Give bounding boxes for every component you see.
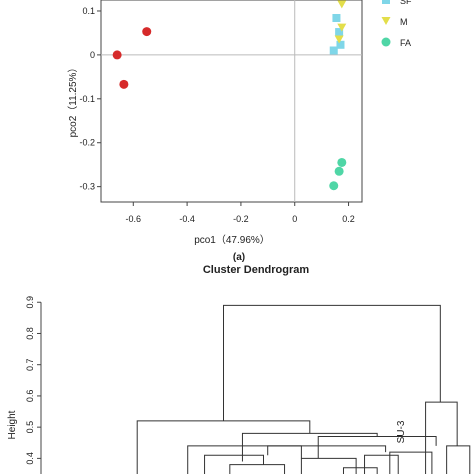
dendrogram-branch-root [223,304,441,421]
scatter-point-series-1 [329,46,338,55]
dendrogram-y-axis: 0.4 0.5 0.6 0.7 0.8 0.9 [25,296,42,474]
dendrogram-branch-a [136,420,311,474]
dendrogram-branch-c [317,436,437,459]
dendrogram-branch-m [446,445,471,474]
legend-marker-sf [382,0,390,4]
x-tick-label: -0.4 [179,214,195,224]
y-tick-label: -0.2 [79,138,95,148]
y-tick-label: -0.1 [79,94,95,104]
scatter-point-series-0 [119,79,129,89]
pcoa-points [112,0,347,191]
dendrogram-panel: Cluster Dendrogram 0.4 0.5 0.6 0.7 0.8 0.9 He… [7,264,471,474]
dendrogram-branch-h [300,457,357,474]
legend-marker-m [381,17,391,25]
pcoa-plot-frame [100,0,363,203]
dendrogram-branch-e [267,445,387,456]
dendrogram-branch-g [229,464,286,474]
dendrogram-y-tick-label: 0.7 [25,358,35,371]
pcoa-panel: -0.6 -0.4 -0.2 0 0.2 -0.3 -0.2 -0.1 0 0.1 pco1（4… [67,0,412,263]
pcoa-y-axis-label: pco2（11.25%） [67,63,79,138]
legend-label-fa: FA [400,38,411,48]
dendrogram-branch-b [241,432,378,462]
dendrogram-y-tick-label: 0.9 [25,296,35,309]
y-tick-label: 0 [90,50,95,60]
scatter-point-series-1 [335,28,344,37]
scatter-point-series-1 [336,40,345,49]
dendrogram-branch-k [389,451,433,474]
legend-label-sf: SF [400,0,412,6]
x-tick-label: -0.6 [126,214,142,224]
scatter-point-series-2 [337,23,347,32]
dendrogram-y-axis-label: Height [7,410,18,439]
dendrogram-y-tick-label: 0.5 [25,421,35,434]
pcoa-panel-label: (a) [233,252,245,263]
dendrogram-y-tick-label: 0.6 [25,390,35,403]
dendrogram-y-tick-label: 0.8 [25,327,35,340]
scatter-point-series-2 [337,0,347,9]
dendrogram-branch-j [364,454,399,474]
pcoa-legend: SF M FA [381,0,412,48]
dendrogram-tree [136,304,471,474]
dendrogram-y-tick-label: 0.4 [25,452,35,465]
scatter-point-series-0 [142,27,152,37]
dendrogram-branch-f [204,454,264,474]
dendrogram-branch-i [342,467,378,474]
scatter-point-series-1 [332,14,341,23]
scatter-point-series-3 [334,166,344,176]
scatter-point-series-2 [334,35,344,44]
pcoa-x-axis-label: pco1（47.96%） [194,234,270,246]
dendrogram-branch-d [187,445,302,474]
scatter-point-series-3 [329,181,339,191]
dendrogram-leaf-label: SU-3 [396,420,407,443]
scatter-point-series-0 [112,50,122,60]
x-tick-label: 0.2 [342,214,355,224]
y-tick-label: -0.3 [79,182,95,192]
x-tick-label: 0 [292,214,297,224]
legend-label-m: M [400,17,408,27]
pcoa-y-axis: -0.3 -0.2 -0.1 0 0.1 [79,6,101,192]
dendrogram-branch-l [425,401,458,474]
scatter-point-series-3 [337,157,347,167]
pcoa-zero-lines [101,0,362,202]
x-tick-label: -0.2 [233,214,249,224]
pcoa-x-axis: -0.6 -0.4 -0.2 0 0.2 [126,202,355,224]
legend-marker-fa [381,37,391,47]
dendrogram-title: Cluster Dendrogram [203,264,310,276]
y-tick-label: 0.1 [82,6,95,16]
